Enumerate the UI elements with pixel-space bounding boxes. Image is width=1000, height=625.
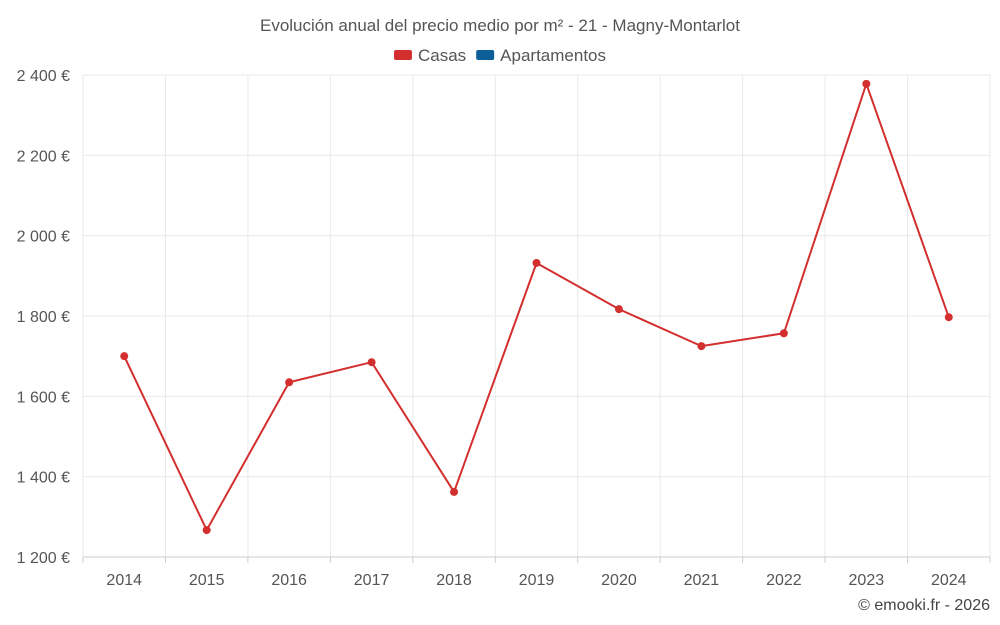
legend-label: Apartamentos bbox=[500, 46, 606, 65]
x-tick-label: 2024 bbox=[931, 572, 967, 589]
data-point-2021[interactable] bbox=[697, 342, 706, 351]
y-tick-label: 1 600 € bbox=[17, 389, 70, 406]
data-point-2024[interactable] bbox=[944, 313, 953, 322]
legend: Casas Apartamentos bbox=[393, 46, 606, 65]
x-tick-label: 2014 bbox=[106, 572, 142, 589]
x-tick-label: 2022 bbox=[766, 572, 802, 589]
y-tick-label: 2 400 € bbox=[17, 68, 70, 85]
x-tick-label: 2015 bbox=[189, 572, 225, 589]
legend-item-casas[interactable]: Casas bbox=[393, 46, 466, 65]
data-point-2016[interactable] bbox=[285, 378, 294, 387]
x-tick-label: 2017 bbox=[354, 572, 390, 589]
legend-label: Casas bbox=[418, 46, 466, 65]
data-point-2019[interactable] bbox=[532, 258, 541, 267]
data-point-2017[interactable] bbox=[367, 358, 376, 367]
data-point-2023[interactable] bbox=[862, 79, 871, 88]
x-tick-label: 2021 bbox=[684, 572, 720, 589]
x-tick-label: 2019 bbox=[519, 572, 555, 589]
data-point-2020[interactable] bbox=[614, 305, 623, 314]
y-tick-label: 1 200 € bbox=[17, 550, 70, 567]
y-tick-label: 2 000 € bbox=[17, 229, 70, 246]
data-point-2022[interactable] bbox=[779, 329, 788, 338]
series-layer bbox=[120, 79, 953, 535]
data-point-2014[interactable] bbox=[120, 352, 129, 361]
x-tick-label: 2023 bbox=[849, 572, 885, 589]
y-tick-label: 1 400 € bbox=[17, 470, 70, 487]
x-tick-label: 2018 bbox=[436, 572, 472, 589]
y-axis: 1 200 € 1 400 € 1 600 € 1 800 € 2 000 € 2 200… bbox=[17, 68, 70, 567]
x-tick-label: 2020 bbox=[601, 572, 637, 589]
legend-swatch bbox=[476, 50, 495, 60]
gridlines bbox=[82, 74, 991, 557]
legend-item-apartamentos[interactable]: Apartamentos bbox=[476, 46, 606, 65]
credit-text: © emooki.fr - 2026 bbox=[858, 597, 990, 614]
x-tick-label: 2016 bbox=[271, 572, 307, 589]
chart-title: Evolución anual del precio medio por m² … bbox=[260, 16, 740, 35]
y-tick-label: 1 800 € bbox=[17, 309, 70, 326]
legend-swatch bbox=[393, 50, 412, 60]
data-point-2015[interactable] bbox=[202, 526, 211, 535]
y-tick-label: 2 200 € bbox=[17, 148, 70, 165]
x-axis: 2014 2015 2016 2017 2018 2019 2020 2021 2022 2023… bbox=[82, 556, 991, 589]
data-point-2018[interactable] bbox=[450, 487, 459, 496]
